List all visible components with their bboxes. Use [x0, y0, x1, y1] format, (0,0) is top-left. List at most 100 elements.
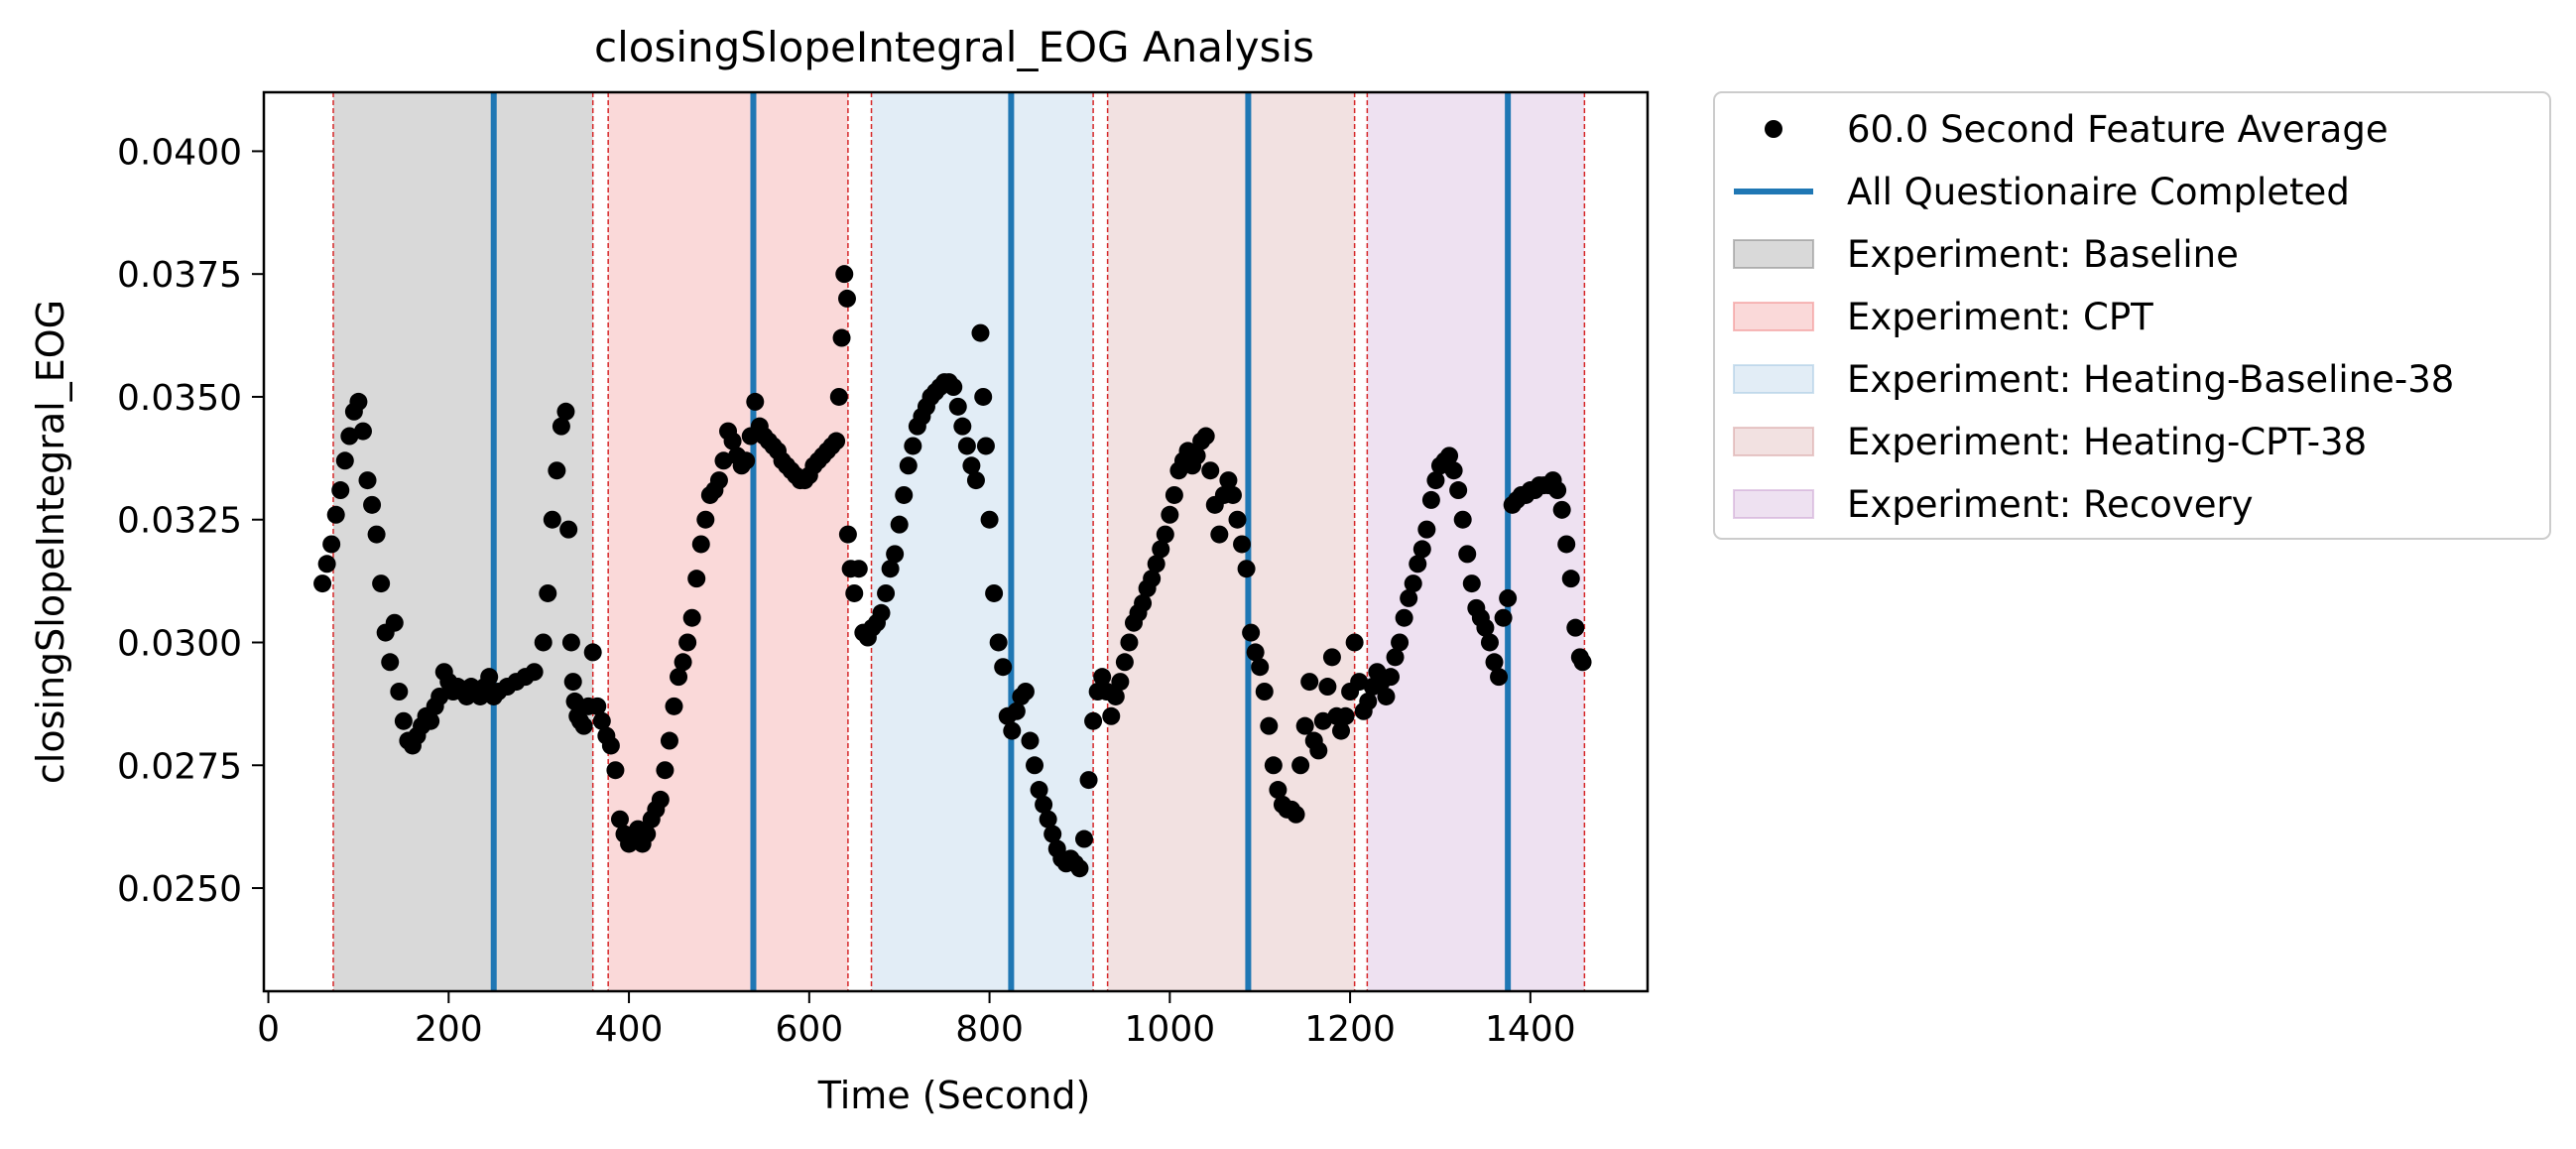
- data-point-47: [548, 461, 566, 480]
- x-tick-label-7: 1400: [1485, 1009, 1576, 1050]
- data-point-0: [313, 574, 332, 593]
- y-tick-label-2: 0.0300: [117, 623, 242, 664]
- data-point-56: [574, 716, 593, 735]
- data-point-147: [971, 323, 990, 342]
- data-point-16: [385, 613, 404, 632]
- data-point-198: [1196, 427, 1215, 446]
- data-point-223: [1309, 741, 1328, 760]
- data-point-130: [895, 485, 914, 504]
- data-point-256: [1458, 545, 1477, 564]
- data-point-162: [1035, 795, 1053, 814]
- data-point-247: [1417, 520, 1436, 539]
- data-point-181: [1120, 633, 1139, 652]
- data-point-156: [1007, 702, 1026, 720]
- data-point-73: [651, 790, 670, 809]
- data-point-44: [534, 633, 552, 652]
- data-point-116: [837, 289, 856, 308]
- data-point-246: [1412, 540, 1431, 559]
- data-point-86: [709, 471, 728, 490]
- data-point-87: [714, 451, 733, 470]
- data-point-224: [1313, 711, 1332, 730]
- data-point-188: [1152, 540, 1170, 559]
- data-point-189: [1156, 525, 1174, 544]
- data-point-92: [737, 451, 756, 470]
- data-point-203: [1219, 471, 1238, 490]
- data-point-244: [1404, 574, 1422, 593]
- data-point-80: [682, 608, 701, 627]
- data-point-264: [1494, 608, 1513, 627]
- data-point-59: [588, 697, 607, 715]
- data-point-158: [1016, 683, 1035, 701]
- data-point-6: [340, 427, 359, 446]
- data-point-254: [1449, 481, 1468, 500]
- legend-label-3: Experiment: CPT: [1847, 296, 2153, 338]
- data-point-50: [559, 520, 578, 539]
- data-point-263: [1490, 668, 1509, 687]
- data-point-240: [1386, 648, 1405, 667]
- data-point-75: [660, 731, 678, 750]
- data-point-10: [358, 471, 377, 490]
- data-point-255: [1453, 510, 1472, 529]
- data-point-37: [480, 668, 499, 687]
- x-tick-label-0: 0: [257, 1009, 280, 1050]
- data-point-205: [1228, 510, 1247, 529]
- data-point-63: [606, 761, 625, 780]
- data-point-153: [994, 658, 1013, 677]
- data-point-229: [1336, 706, 1355, 725]
- data-point-261: [1480, 633, 1499, 652]
- legend-label-5: Experiment: Heating-CPT-38: [1847, 421, 2367, 463]
- data-point-74: [656, 761, 675, 780]
- experiment-span-3: [1107, 92, 1355, 991]
- data-point-81: [687, 570, 706, 588]
- data-point-112: [827, 432, 846, 450]
- data-point-279: [1561, 570, 1580, 588]
- data-point-252: [1440, 447, 1459, 465]
- data-point-207: [1237, 560, 1256, 578]
- data-point-196: [1187, 447, 1206, 465]
- data-point-219: [1291, 756, 1310, 775]
- data-point-143: [953, 417, 972, 436]
- data-point-149: [976, 437, 995, 455]
- data-point-5: [335, 451, 354, 470]
- data-point-173: [1084, 711, 1103, 730]
- data-point-83: [696, 510, 715, 529]
- x-tick-label-5: 1000: [1125, 1009, 1216, 1050]
- x-tick-label-2: 400: [595, 1009, 664, 1050]
- data-point-214: [1269, 781, 1288, 800]
- data-point-18: [394, 711, 413, 730]
- data-point-190: [1161, 505, 1179, 524]
- data-point-209: [1246, 643, 1265, 662]
- y-tick-label-3: 0.0325: [117, 501, 242, 542]
- data-point-94: [746, 392, 765, 411]
- plot-frame: [262, 90, 1650, 993]
- data-point-2: [322, 535, 341, 554]
- data-point-204: [1223, 485, 1242, 504]
- experiment-span-4: [1367, 92, 1585, 991]
- data-point-245: [1409, 555, 1427, 574]
- data-point-260: [1476, 618, 1495, 637]
- data-point-186: [1143, 570, 1162, 588]
- data-point-76: [665, 697, 683, 715]
- legend-label-0: 60.0 Second Feature Average: [1847, 108, 2389, 151]
- x-tick-label-3: 600: [775, 1009, 843, 1050]
- y-tick-label-0: 0.0250: [117, 869, 242, 910]
- x-tick-label-4: 800: [955, 1009, 1024, 1050]
- data-point-9: [353, 422, 372, 441]
- data-point-78: [674, 653, 692, 672]
- chart-title: closingSlopeIntegral_EOG Analysis: [594, 23, 1314, 71]
- data-point-206: [1233, 535, 1252, 554]
- data-point-164: [1043, 825, 1062, 843]
- data-point-60: [592, 711, 611, 730]
- data-point-239: [1381, 668, 1400, 687]
- data-point-120: [849, 560, 868, 578]
- legend-box: [1713, 91, 2551, 540]
- legend-patch-6: [1733, 489, 1814, 519]
- experiment-span-1: [608, 92, 848, 991]
- y-axis-label: closingSlopeIntegral_EOG: [29, 300, 72, 784]
- x-axis-ticks: 0 200 400 600 800 1000 1200 1400: [257, 991, 1576, 1050]
- data-point-128: [886, 545, 905, 564]
- data-point-26: [430, 687, 449, 705]
- data-point-277: [1552, 500, 1571, 519]
- data-point-228: [1332, 721, 1351, 740]
